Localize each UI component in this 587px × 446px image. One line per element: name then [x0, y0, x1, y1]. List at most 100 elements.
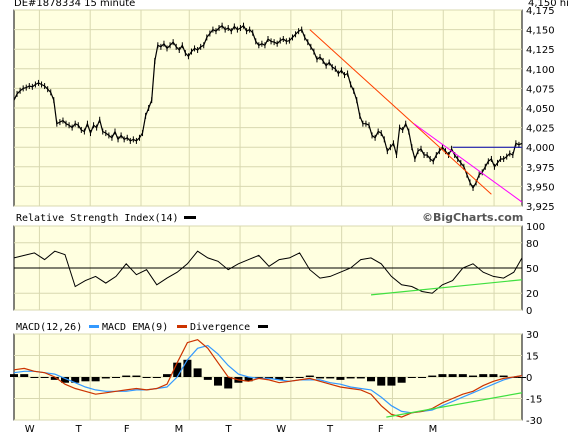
price-y-tick-label: 4,000	[526, 143, 555, 154]
magenta-trend-line	[413, 123, 523, 203]
macd-divergence-bar	[30, 377, 39, 378]
price-layer	[13, 22, 523, 203]
macd-divergence-bar	[285, 377, 294, 378]
macd-y-tick-label: -30	[526, 416, 542, 427]
chart-header: DE#1878334 15 minute	[14, 0, 135, 9]
macd-divergence-bar	[244, 377, 253, 382]
macd-divergence-bar	[183, 359, 192, 377]
x-tick-label: M	[175, 424, 184, 435]
macd-y-tick-label: 30	[526, 330, 539, 341]
x-tick-label: T	[326, 424, 334, 435]
macd-divergence-bar	[40, 377, 49, 378]
price-y-tick-label: 3,950	[526, 182, 555, 193]
macd-divergence-bar	[275, 377, 284, 380]
macd-divergence-bar	[305, 375, 314, 377]
macd-y-tick-label: 0	[526, 373, 532, 384]
macd-divergence-bar	[458, 374, 467, 377]
macd-divergence-bar	[428, 375, 437, 377]
x-tick-label: T	[224, 424, 232, 435]
macd-divergence-bar	[479, 374, 488, 377]
rsi-y-tick-label: 100	[526, 222, 545, 233]
macd-divergence-bar	[377, 377, 386, 386]
macd-divergence-bar	[152, 377, 161, 378]
macd-divergence-bar	[254, 377, 263, 378]
macd-legend-swatch-ema	[89, 325, 99, 328]
macd-divergence-bar	[101, 377, 110, 379]
macd-divergence-bar	[112, 377, 121, 378]
macd-legend-divergence: Divergence	[190, 322, 250, 333]
macd-divergence-bar	[193, 368, 202, 377]
axis-labels: W T F M T W T F M 4,175 4,150 4,125 4,100 4,075 4,050 4…	[25, 6, 555, 435]
rsi-y-tick-label: 80	[526, 239, 539, 250]
macd-divergence-bar	[203, 377, 212, 380]
macd-divergence-bar	[356, 377, 365, 379]
price-y-tick-label: 4,125	[526, 45, 555, 56]
macd-line	[13, 339, 523, 418]
macd-divergence-bar	[489, 374, 498, 377]
chart-header-right: 4,150 hi	[528, 0, 569, 9]
price-y-tick-label: 4,075	[526, 84, 555, 95]
macd-divergence-bar	[438, 374, 447, 377]
price-y-tick-label: 4,100	[526, 65, 555, 76]
macd-divergence-bar	[326, 377, 335, 379]
macd-divergence-bar	[418, 377, 427, 378]
macd-legend-swatch-histogram	[258, 325, 268, 328]
rsi-y-tick-label: 50	[526, 264, 539, 275]
x-tick-label: T	[75, 424, 83, 435]
macd-divergence-bar	[142, 377, 151, 378]
macd-divergence-bar	[518, 377, 526, 378]
macd-divergence-bar	[50, 377, 59, 380]
macd-divergence-bar	[397, 377, 406, 383]
macd-divergence-bar	[448, 374, 457, 377]
macd-support-line	[386, 392, 523, 418]
price-y-tick-label: 4,175	[526, 6, 555, 17]
downtrend-line	[309, 29, 492, 195]
price-y-tick-label: 4,050	[526, 104, 555, 115]
rsi-legend-swatch	[184, 216, 196, 219]
macd-divergence-bar	[122, 375, 131, 377]
macd-divergence-bar	[407, 377, 416, 378]
macd-divergence-bar	[91, 377, 100, 382]
macd-divergence-bar	[499, 375, 508, 377]
price-y-tick-label: 3,925	[526, 202, 555, 213]
macd-divergence-bar	[367, 377, 376, 382]
macd-divergence-bar	[265, 377, 274, 379]
macd-divergence-bar	[132, 375, 141, 377]
x-tick-label: W	[276, 424, 286, 435]
macd-divergence-bar	[224, 377, 233, 389]
macd-legend-ema: MACD EMA(9)	[102, 322, 168, 333]
macd-divergence-bar	[214, 377, 223, 386]
brand-watermark: ©BigCharts.com	[422, 211, 523, 224]
price-y-tick-label: 4,025	[526, 124, 555, 135]
macd-divergence-bar	[336, 377, 345, 380]
rsi-layer	[13, 250, 523, 296]
x-tick-label: W	[25, 424, 35, 435]
macd-divergence-bar	[469, 375, 478, 377]
macd-divergence-bar	[295, 377, 304, 378]
macd-divergence-bar	[20, 374, 29, 377]
macd-y-tick-label: -15	[526, 395, 542, 406]
rsi-y-tick-label: 20	[526, 289, 539, 300]
price-y-tick-label: 3,975	[526, 163, 555, 174]
macd-y-tick-label: 15	[526, 352, 539, 363]
rsi-title: Relative Strength Index(14)	[16, 213, 179, 224]
macd-divergence-bar	[387, 377, 396, 386]
macd-divergence-bar	[10, 374, 18, 377]
macd-legend-macd: MACD(12,26)	[16, 322, 82, 333]
rsi-y-tick-label: 0	[526, 306, 532, 317]
rsi-support-line	[370, 279, 523, 296]
macd-divergence-bar	[71, 377, 80, 383]
macd-divergence-bar	[81, 377, 90, 382]
macd-divergence-bar	[346, 377, 355, 379]
price-y-tick-label: 4,150	[526, 26, 555, 37]
macd-layer	[10, 339, 526, 418]
macd-divergence-bar	[173, 362, 182, 377]
macd-divergence-bar	[316, 377, 325, 379]
x-tick-label: M	[429, 424, 438, 435]
macd-divergence-bar	[61, 377, 70, 383]
macd-divergence-bar	[163, 374, 172, 377]
x-tick-label: F	[378, 424, 384, 435]
x-tick-label: F	[124, 424, 130, 435]
